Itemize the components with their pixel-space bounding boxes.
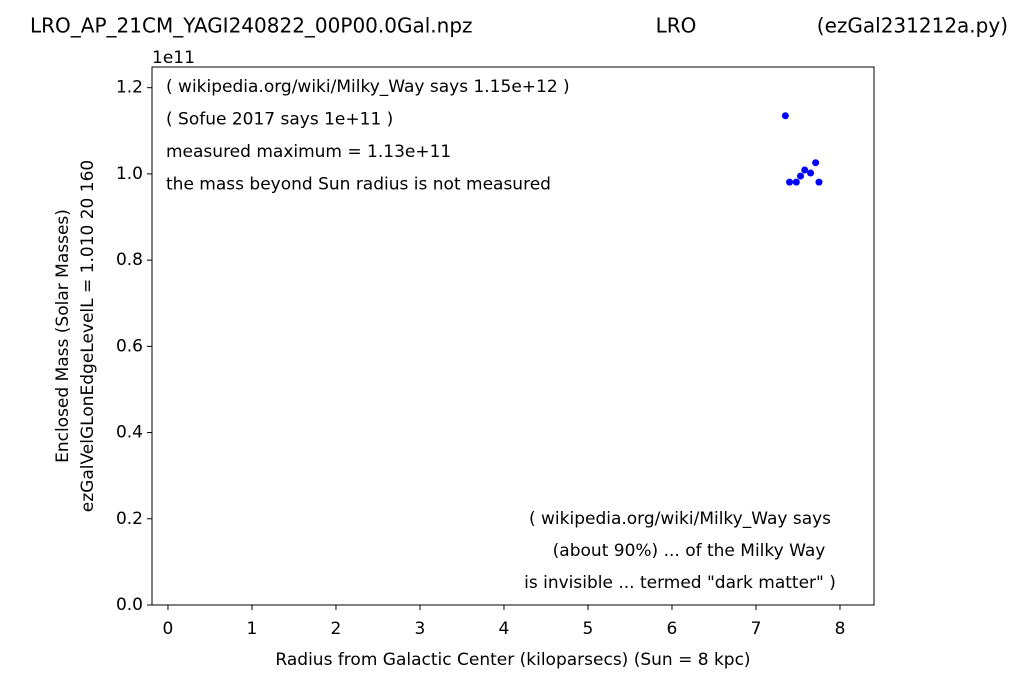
y-tick-label: 0.8	[116, 250, 143, 270]
annotation: ( Sofue 2017 says 1e+11 )	[166, 110, 393, 130]
x-tick-label: 7	[751, 619, 762, 639]
y-tick-label: 0.6	[116, 336, 143, 356]
y-tick-label: 0.2	[116, 509, 143, 529]
chart-title-center: LRO	[656, 14, 697, 38]
point	[796, 172, 804, 180]
y-tick-label: 1.2	[116, 78, 143, 98]
x-tick-label: 4	[499, 619, 510, 639]
plot-frame	[151, 66, 875, 606]
chart-title-right: (ezGal231212a.py)	[817, 14, 1008, 38]
y-axis-label: ezGalVelGLonEdgeLevelL = 1.010 20 160	[78, 160, 98, 512]
x-tick-label: 2	[331, 619, 342, 639]
annotation: the mass beyond Sun radius is not measur…	[166, 175, 551, 195]
y-offset-label: 1e11	[152, 48, 195, 68]
x-tick-label: 6	[667, 619, 678, 639]
y-axis-label: Enclosed Mass (Solar Masses)	[53, 209, 73, 463]
point	[812, 159, 820, 167]
annotation: ( wikipedia.org/wiki/Milky_Way says 1.15…	[166, 77, 570, 97]
annotation: (about 90%) ... of the Milky Way	[553, 541, 826, 561]
annotation: ( wikipedia.org/wiki/Milky_Way says	[529, 509, 831, 529]
x-tick-label: 3	[415, 619, 426, 639]
point	[815, 178, 823, 186]
point	[801, 166, 809, 174]
chart-title: LRO_AP_21CM_YAGI240822_00P00.0Gal.npz	[30, 14, 473, 38]
point	[807, 169, 815, 177]
x-tick-label: 5	[583, 619, 594, 639]
y-tick-label: 0.0	[116, 595, 143, 615]
x-tick-label: 0	[163, 619, 174, 639]
point	[781, 112, 789, 120]
annotation: is invisible ... termed "dark matter" )	[524, 573, 836, 593]
y-tick-label: 0.4	[116, 423, 143, 443]
point	[792, 178, 800, 186]
annotation: measured maximum = 1.13e+11	[166, 142, 451, 162]
x-tick-label: 8	[835, 619, 846, 639]
x-tick-label: 1	[247, 619, 258, 639]
x-axis-label: Radius from Galactic Center (kiloparsecs…	[275, 650, 750, 670]
point	[786, 178, 794, 186]
y-tick-label: 1.0	[116, 164, 143, 184]
